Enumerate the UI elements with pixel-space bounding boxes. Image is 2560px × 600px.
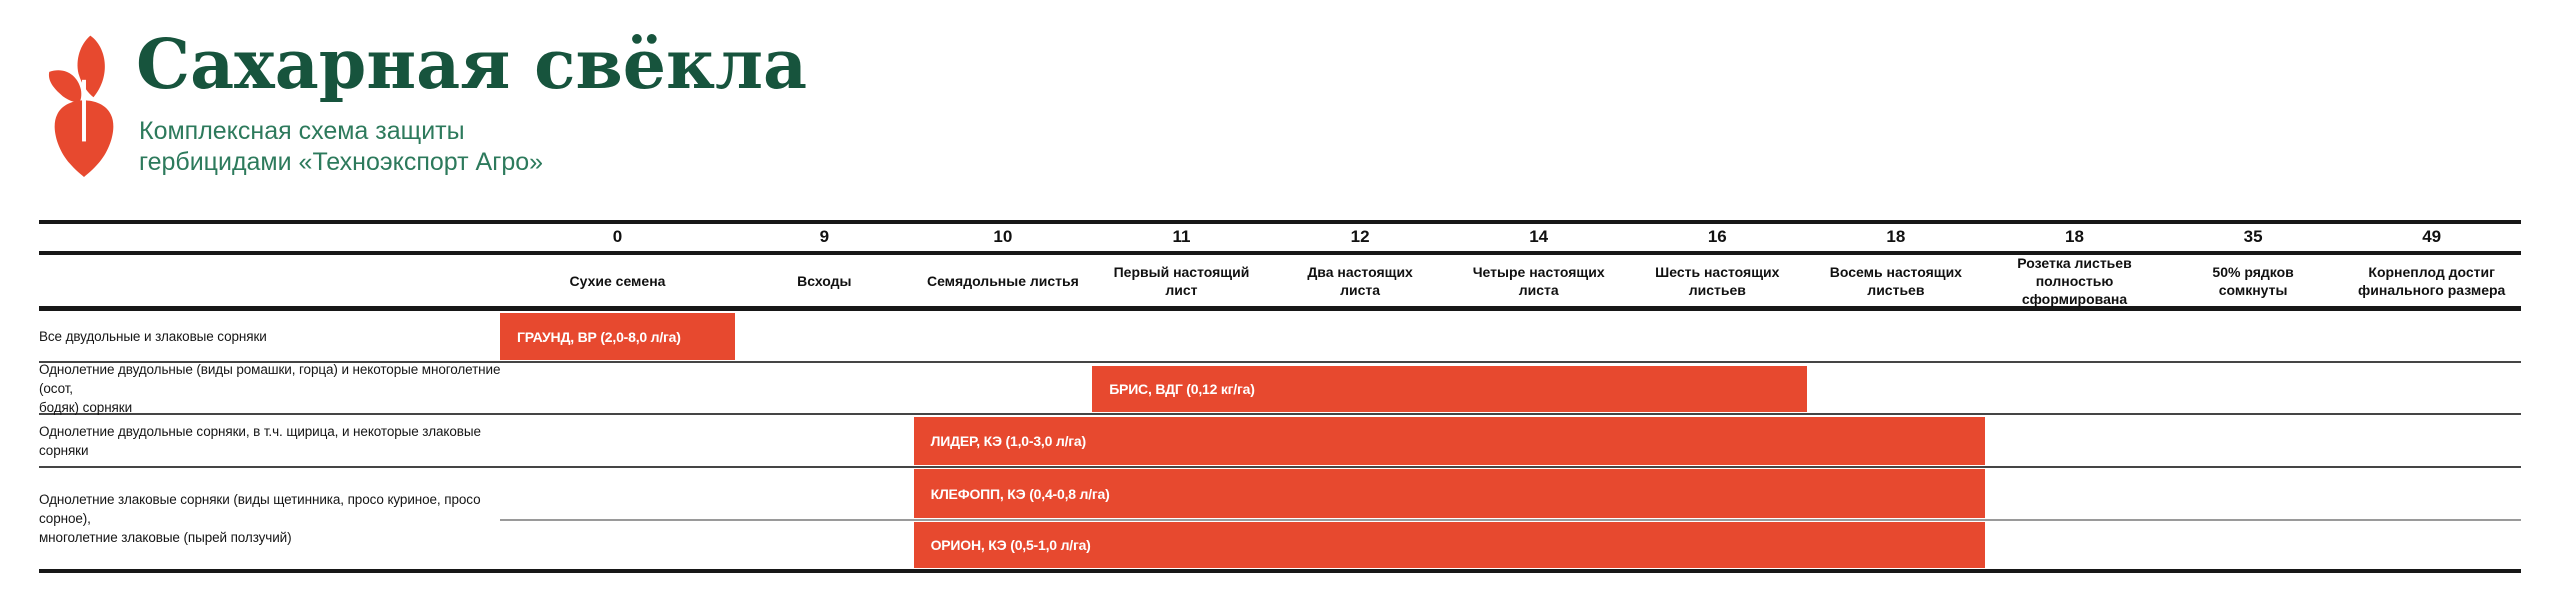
row-separator bbox=[39, 466, 2521, 468]
page-title: Сахарная свёкла bbox=[136, 25, 808, 105]
page-subtitle: Комплексная схема защиты гербицидами «Те… bbox=[139, 117, 544, 176]
stage-column: 18 Восемь настоящих листьев bbox=[1807, 221, 1986, 306]
product-label: БРИС, ВДГ (0,12 кг/га) bbox=[1109, 381, 1255, 397]
stage-name: Первый настоящий лист bbox=[1113, 264, 1250, 298]
stage-name: Четыре настоящих листа bbox=[1472, 264, 1605, 298]
stage-code: 14 bbox=[1529, 226, 1549, 246]
stage-code: 35 bbox=[2243, 226, 2263, 246]
application-bar: ОРИОН, КЭ (0,5-1,0 л/га) bbox=[913, 522, 1986, 568]
table-bottom-line bbox=[39, 569, 2521, 573]
stage-name: Восемь настоящих листьев bbox=[1829, 264, 1962, 298]
row-separator bbox=[39, 361, 2521, 363]
stage-name: Корнеплод достиг финального размера bbox=[2358, 264, 2506, 298]
row-label-weeds-4: Однолетние злаковые сорняки (виды щетинн… bbox=[39, 492, 481, 545]
stage-column: 10 Семядольные листья bbox=[914, 221, 1093, 306]
stage-column: 0 Сухие семена bbox=[500, 221, 735, 306]
stage-column: 18 Розетка листьев полностью сформирована bbox=[1985, 221, 2164, 308]
stage-code: 9 bbox=[819, 226, 830, 246]
stage-code: 11 bbox=[1172, 226, 1191, 246]
header-top-line bbox=[39, 220, 2521, 224]
row-label-weeds-3: Однолетние двудольные сорняки, в т.ч. щи… bbox=[39, 423, 481, 458]
stage-column: 14 Четыре настоящих листа bbox=[1449, 221, 1628, 306]
header-mid-line bbox=[39, 251, 2521, 255]
stage-name: Розетка листьев полностью сформирована bbox=[2017, 255, 2132, 307]
beet-logo-icon bbox=[48, 35, 114, 177]
row-label-weeds-2: Однолетние двудольные (виды ромашки, гор… bbox=[39, 361, 501, 415]
product-label: ОРИОН, КЭ (0,5-1,0 л/га) bbox=[930, 537, 1091, 553]
subrow-separator bbox=[500, 519, 2521, 521]
stage-name: 50% рядков сомкнуты bbox=[2212, 264, 2294, 298]
row-separator bbox=[39, 413, 2521, 415]
header-bottom-line bbox=[39, 306, 2521, 311]
stage-name: Шесть настоящих листьев bbox=[1655, 264, 1780, 298]
stage-column: 35 50% рядков сомкнуты bbox=[2164, 221, 2343, 306]
stage-code: 0 bbox=[612, 226, 623, 246]
product-label: ГРАУНД, ВР (2,0-8,0 л/га) bbox=[517, 328, 681, 345]
stage-code: 12 bbox=[1350, 226, 1370, 246]
stage-name: Сухие семена bbox=[569, 273, 666, 289]
application-bar: ЛИДЕР, КЭ (1,0-3,0 л/га) bbox=[913, 417, 1986, 465]
stage-name: Два настоящих листа bbox=[1307, 264, 1413, 298]
stage-column: 16 Шесть настоящих листьев bbox=[1628, 221, 1807, 306]
application-bar: БРИС, ВДГ (0,12 кг/га) bbox=[1092, 366, 1807, 412]
stage-code: 18 bbox=[1886, 226, 1906, 246]
stage-code: 49 bbox=[2422, 226, 2442, 246]
stage-column: 9 Всходы bbox=[735, 221, 914, 306]
product-label: ЛИДЕР, КЭ (1,0-3,0 л/га) bbox=[930, 433, 1087, 449]
stage-column: 49 Корнеплод достиг финального размера bbox=[2342, 221, 2521, 306]
application-bar: ГРАУНД, ВР (2,0-8,0 л/га) bbox=[500, 313, 735, 360]
stage-code: 16 bbox=[1707, 226, 1727, 246]
stage-column: 12 Два настоящих листа bbox=[1271, 221, 1450, 306]
stage-code: 10 bbox=[993, 226, 1013, 246]
stage-name: Всходы bbox=[797, 273, 852, 289]
stage-column: 11 Первый настоящий лист bbox=[1092, 221, 1271, 306]
product-label: КЛЕФОПП, КЭ (0,4-0,8 л/га) bbox=[930, 485, 1110, 502]
stage-name: Семядольные листья bbox=[926, 273, 1079, 289]
application-bar: КЛЕФОПП, КЭ (0,4-0,8 л/га) bbox=[913, 469, 1986, 518]
row-label-weeds-1: Все двудольные и злаковые сорняки bbox=[39, 329, 267, 344]
stage-code: 18 bbox=[2065, 226, 2084, 246]
